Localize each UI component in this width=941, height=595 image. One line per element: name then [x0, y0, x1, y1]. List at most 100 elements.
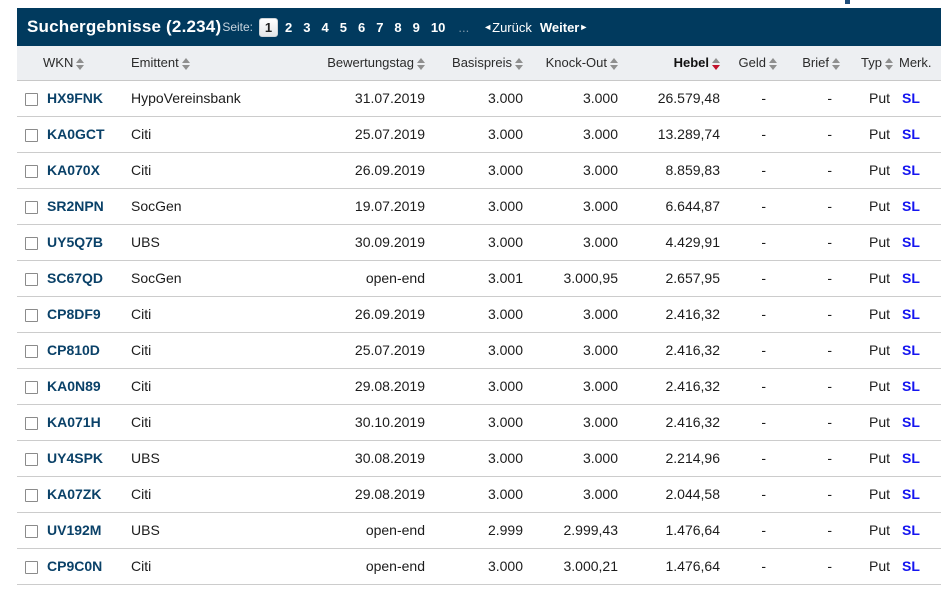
- cell-basispreis: 3.000: [425, 296, 523, 333]
- cell-value-hebel: 2.416,32: [665, 378, 721, 394]
- cell-merk: SL: [893, 368, 941, 405]
- wkn-link[interactable]: SR2NPN: [47, 198, 104, 214]
- wkn-link[interactable]: KA070X: [47, 162, 100, 178]
- column-label: Bewertungstag: [327, 55, 414, 71]
- cell-bewertungstag: open-end: [273, 548, 425, 585]
- wkn-link[interactable]: HX9FNK: [47, 90, 104, 106]
- next-label: Weiter: [539, 19, 580, 35]
- row-checkbox[interactable]: [25, 236, 38, 250]
- stop-loss-link[interactable]: SL: [902, 414, 920, 430]
- row-checkbox[interactable]: [25, 380, 38, 394]
- row-checkbox[interactable]: [25, 524, 38, 538]
- wkn-link[interactable]: KA0N89: [47, 378, 101, 394]
- page-10-link[interactable]: 10: [430, 19, 446, 35]
- row-checkbox-cell: [17, 80, 43, 117]
- stop-loss-link[interactable]: SL: [902, 306, 920, 322]
- row-checkbox[interactable]: [25, 128, 38, 142]
- row-checkbox[interactable]: [25, 92, 38, 106]
- cell-value-knockout: 3.000,21: [563, 558, 619, 574]
- wkn-link[interactable]: CP810D: [47, 342, 100, 358]
- cell-geld: -: [720, 512, 777, 549]
- page-2-link[interactable]: 2: [285, 19, 293, 35]
- cell-merk: SL: [893, 332, 941, 369]
- stop-loss-link[interactable]: SL: [902, 234, 920, 250]
- cell-hebel: 2.416,32: [618, 368, 721, 405]
- row-checkbox[interactable]: [25, 308, 38, 322]
- cell-value-geld: -: [761, 306, 766, 322]
- row-checkbox[interactable]: [25, 344, 38, 358]
- cell-hebel: 1.476,64: [618, 548, 720, 585]
- stop-loss-link[interactable]: SL: [902, 126, 920, 142]
- page-5-link[interactable]: 5: [339, 19, 347, 35]
- cell-hebel: 13.289,74: [618, 116, 720, 153]
- cell-hebel: 6.644,87: [618, 188, 720, 225]
- column-header-geld[interactable]: Geld: [720, 46, 777, 81]
- row-checkbox[interactable]: [25, 488, 38, 502]
- current-page-indicator[interactable]: 1: [259, 17, 279, 37]
- row-checkbox[interactable]: [25, 272, 38, 286]
- cell-value-hebel: 26.579,48: [657, 90, 720, 106]
- wkn-link[interactable]: KA0GCT: [47, 126, 105, 142]
- cell-value-hebel: 8.859,83: [665, 162, 721, 178]
- stop-loss-link[interactable]: SL: [902, 198, 920, 214]
- column-header-hebel[interactable]: Hebel: [618, 46, 720, 81]
- cell-geld: -: [720, 404, 777, 441]
- cell-value-bewertungstag: open-end: [365, 522, 425, 538]
- stop-loss-link[interactable]: SL: [902, 270, 920, 286]
- stop-loss-link[interactable]: SL: [902, 378, 920, 394]
- row-checkbox[interactable]: [25, 416, 38, 430]
- page-4-link[interactable]: 4: [321, 19, 329, 35]
- cell-merk: SL: [893, 152, 941, 189]
- column-header-brief[interactable]: Brief: [777, 46, 840, 81]
- sort-arrows-icon: [712, 58, 720, 71]
- row-checkbox[interactable]: [25, 452, 38, 466]
- cell-value-knockout: 3.000: [582, 378, 618, 394]
- cell-basispreis: 2.999: [425, 512, 523, 549]
- cell-value-hebel: 2.044,58: [665, 486, 721, 502]
- row-checkbox[interactable]: [25, 560, 38, 574]
- stop-loss-link[interactable]: SL: [902, 342, 920, 358]
- wkn-link[interactable]: UY4SPK: [47, 450, 104, 466]
- cell-brief: -: [777, 296, 840, 333]
- column-header-wkn[interactable]: WKN: [43, 46, 131, 81]
- page-9-link[interactable]: 9: [412, 19, 420, 35]
- row-checkbox[interactable]: [25, 200, 38, 214]
- stop-loss-link[interactable]: SL: [902, 162, 920, 178]
- cell-emittent: Citi: [131, 116, 273, 153]
- column-header-bewertungstag[interactable]: Bewertungstag: [273, 46, 425, 81]
- column-header-typ[interactable]: Typ: [840, 46, 893, 81]
- stop-loss-link[interactable]: SL: [902, 90, 920, 106]
- wkn-link[interactable]: CP8DF9: [47, 306, 101, 322]
- back-button[interactable]: ◄ Zurück: [483, 20, 532, 35]
- cell-basispreis: 3.000: [425, 332, 523, 369]
- cell-brief: -: [777, 260, 840, 297]
- cell-geld: -: [720, 152, 777, 189]
- page-3-link[interactable]: 3: [303, 19, 311, 35]
- stop-loss-link[interactable]: SL: [902, 450, 920, 466]
- stop-loss-link[interactable]: SL: [902, 522, 920, 538]
- cell-typ: Put: [840, 332, 893, 369]
- cell-value-typ: Put: [868, 522, 890, 538]
- stop-loss-link[interactable]: SL: [902, 558, 920, 574]
- stop-loss-link[interactable]: SL: [902, 486, 920, 502]
- cell-value-brief: -: [827, 450, 832, 466]
- row-checkbox[interactable]: [25, 164, 38, 178]
- sort-arrows-icon: [610, 58, 618, 71]
- wkn-link[interactable]: SC67QD: [47, 270, 104, 286]
- next-button[interactable]: Weiter ►: [540, 20, 588, 35]
- cell-value-geld: -: [761, 414, 766, 430]
- cell-hebel: 2.657,95: [618, 260, 720, 297]
- wkn-link[interactable]: UY5Q7B: [47, 234, 104, 250]
- column-header-knockout[interactable]: Knock-Out: [523, 46, 618, 81]
- wkn-link[interactable]: KA07ZK: [47, 486, 102, 502]
- cell-value-emittent: Citi: [131, 126, 152, 142]
- column-header-emittent[interactable]: Emittent: [131, 46, 273, 81]
- page-7-link[interactable]: 7: [376, 19, 384, 35]
- page-8-link[interactable]: 8: [394, 19, 402, 35]
- wkn-link[interactable]: UV192M: [47, 522, 102, 538]
- cell-knockout: 3.000: [523, 404, 618, 441]
- column-header-basispreis[interactable]: Basispreis: [425, 46, 523, 81]
- wkn-link[interactable]: KA071H: [47, 414, 101, 430]
- page-6-link[interactable]: 6: [357, 19, 366, 35]
- wkn-link[interactable]: CP9C0N: [47, 558, 103, 574]
